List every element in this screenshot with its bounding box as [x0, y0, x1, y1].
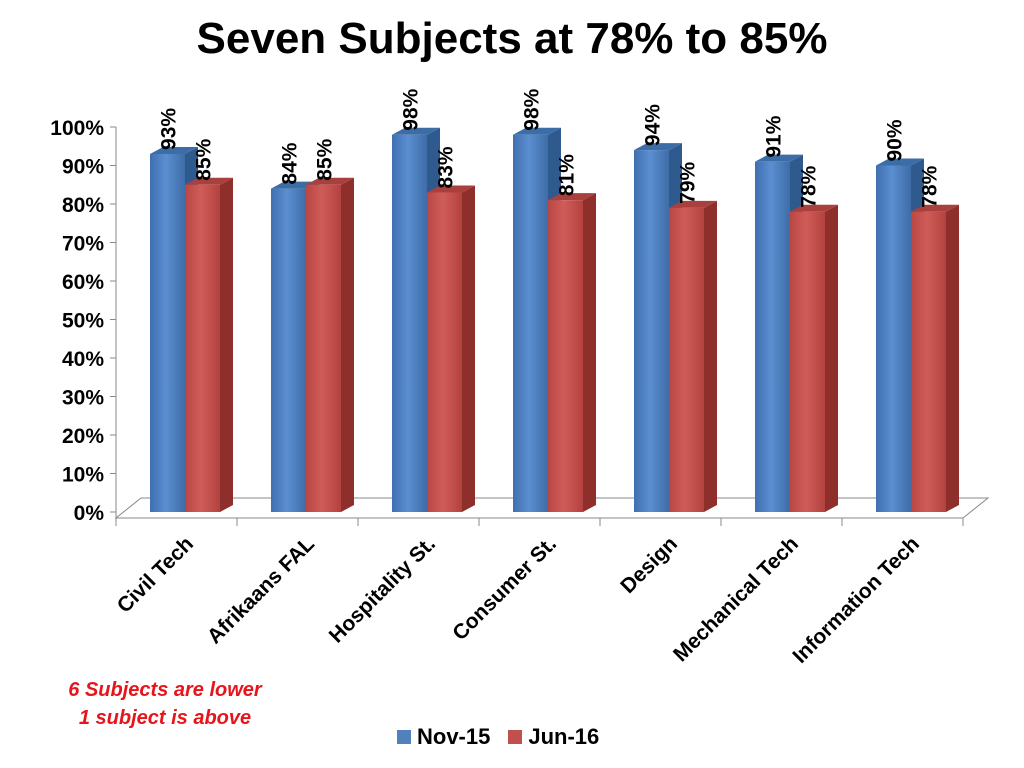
x-tick-label: Civil Tech: [113, 532, 198, 617]
bar-top: [513, 127, 561, 135]
bar-front: [548, 200, 583, 512]
data-label: 98%: [521, 88, 544, 130]
y-tick-label: 40%: [62, 348, 104, 371]
data-label: 90%: [884, 119, 907, 161]
annotation-line-above: 1 subject is above: [78, 707, 252, 729]
bar-side: [462, 185, 475, 512]
bar-top: [150, 146, 198, 154]
bar: [669, 200, 717, 512]
data-label: 84%: [279, 142, 302, 184]
y-tick-label: 70%: [62, 233, 104, 256]
x-tick-label: Hospitality St.: [325, 532, 440, 647]
chart-title: Seven Subjects at 78% to 85%: [196, 14, 828, 63]
bar-top: [392, 127, 440, 135]
x-tick-label: Mechanical Tech: [669, 532, 803, 666]
bar-front: [790, 211, 825, 512]
bar-side: [341, 177, 354, 512]
bar-side: [946, 204, 959, 512]
data-label: 85%: [314, 138, 337, 180]
bar-front: [755, 161, 790, 512]
bar-top: [306, 177, 354, 185]
bar: [427, 185, 475, 512]
legend-item-jun-16: Jun-16: [508, 724, 599, 750]
bar-side: [220, 177, 233, 512]
x-tick-label: Design: [616, 532, 682, 598]
bar-side: [583, 193, 596, 512]
bar-top: [548, 193, 596, 201]
bar-top: [669, 200, 717, 208]
data-label: 78%: [798, 165, 821, 207]
bar-side: [704, 200, 717, 512]
y-tick-label: 90%: [62, 156, 104, 179]
y-tick-label: 10%: [62, 464, 104, 487]
plot-floor: [114, 497, 990, 519]
data-label: 98%: [400, 88, 423, 130]
bar: [790, 204, 838, 512]
bar-top: [790, 204, 838, 212]
bar: [911, 204, 959, 512]
bar-front: [911, 211, 946, 512]
y-tick-label: 30%: [62, 387, 104, 410]
data-label: 78%: [919, 165, 942, 207]
y-tick-label: 0%: [74, 502, 105, 525]
y-tick-label: 20%: [62, 425, 104, 448]
y-tick-label: 80%: [62, 194, 104, 217]
legend-swatch-nov-15: [397, 730, 411, 744]
legend-item-nov-15: Nov-15: [397, 724, 490, 750]
bar-top: [876, 158, 924, 166]
bar-front: [634, 150, 669, 512]
legend-swatch-jun-16: [508, 730, 523, 744]
data-label: 91%: [763, 115, 786, 157]
bar-top: [427, 185, 475, 193]
bar-front: [392, 134, 427, 512]
data-label: 79%: [677, 161, 700, 203]
bar: [185, 177, 233, 512]
data-label: 93%: [158, 108, 181, 150]
bar-top: [911, 204, 959, 212]
bar-front: [185, 184, 220, 512]
bar: [306, 177, 354, 512]
x-tick-label: Consumer St.: [448, 532, 561, 645]
data-labels: 93% 84% 98% 98% 94% 91% 90% 85% 85% 83% 81% 79% 78% 7…: [158, 88, 942, 207]
bar-front: [271, 188, 306, 512]
bar-front: [306, 184, 341, 512]
legend: Nov-15 Jun-16: [397, 724, 617, 750]
annotation: 6 Subjects are lower 1 subject is above: [30, 676, 300, 732]
data-label: 85%: [193, 138, 216, 180]
x-tick-label: Information Tech: [788, 532, 924, 668]
bar-front: [876, 165, 911, 512]
data-label: 83%: [435, 146, 458, 188]
y-tick-label: 60%: [62, 271, 104, 294]
bar-top: [185, 177, 233, 185]
bar-front: [427, 192, 462, 512]
bar-top: [755, 154, 803, 162]
legend-label-jun-16: Jun-16: [528, 724, 600, 749]
annotation-line-lower: 6 Subjects are lower: [68, 679, 262, 701]
bar-front: [669, 207, 704, 512]
bar-front: [513, 134, 548, 512]
bars: [150, 127, 959, 512]
bar: [548, 193, 596, 512]
bar-side: [825, 204, 838, 512]
x-tick-label: Afrikaans FAL: [203, 532, 319, 648]
y-tick-label: 100%: [50, 117, 104, 140]
bar-front: [150, 153, 185, 512]
data-label: 94%: [642, 104, 665, 146]
legend-label-nov-15: Nov-15: [417, 724, 491, 749]
bar-top: [634, 143, 682, 151]
y-tick-label: 50%: [62, 310, 104, 333]
data-label: 81%: [556, 154, 579, 196]
